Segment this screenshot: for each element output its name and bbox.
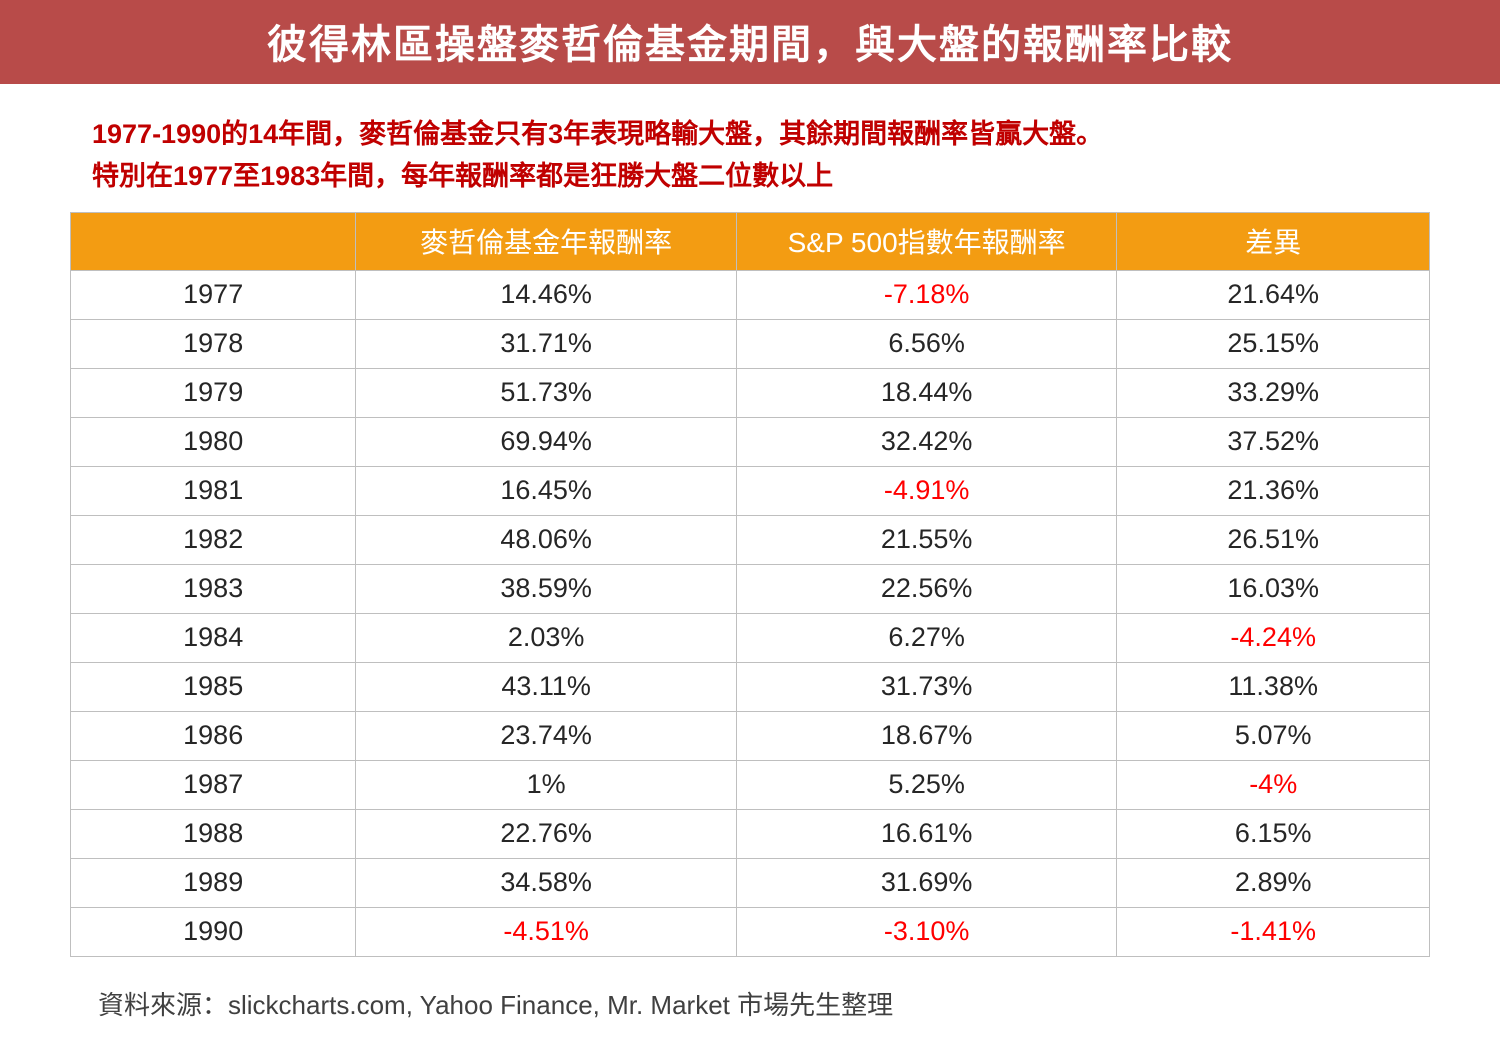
cell-fund: 23.74% xyxy=(356,711,737,760)
cell-year: 1983 xyxy=(71,564,356,613)
cell-sp: 5.25% xyxy=(736,760,1117,809)
cell-fund: 31.71% xyxy=(356,319,737,368)
cell-fund: 2.03% xyxy=(356,613,737,662)
subtitle-block: 1977-1990的14年間，麥哲倫基金只有3年表現略輸大盤，其餘期間報酬率皆贏… xyxy=(70,114,1430,212)
subtitle-line2: 特別在1977至1983年間，每年報酬率都是狂勝大盤二位數以上 xyxy=(92,161,833,191)
table-head: 麥哲倫基金年報酬率S&P 500指數年報酬率差異 xyxy=(71,212,1430,270)
cell-year: 1978 xyxy=(71,319,356,368)
cell-sp: 6.27% xyxy=(736,613,1117,662)
cell-fund: 22.76% xyxy=(356,809,737,858)
cell-fund: 16.45% xyxy=(356,466,737,515)
cell-sp: 32.42% xyxy=(736,417,1117,466)
table-body: 197714.46%-7.18%21.64%197831.71%6.56%25.… xyxy=(71,270,1430,956)
cell-year: 1980 xyxy=(71,417,356,466)
cell-diff: 2.89% xyxy=(1117,858,1430,907)
table-row: 1990-4.51%-3.10%-1.41% xyxy=(71,907,1430,956)
cell-diff: 11.38% xyxy=(1117,662,1430,711)
content-wrap: 1977-1990的14年間，麥哲倫基金只有3年表現略輸大盤，其餘期間報酬率皆贏… xyxy=(0,84,1500,1032)
returns-table: 麥哲倫基金年報酬率S&P 500指數年報酬率差異 197714.46%-7.18… xyxy=(70,212,1430,957)
col-header-0 xyxy=(71,212,356,270)
cell-year: 1984 xyxy=(71,613,356,662)
cell-diff: -4.24% xyxy=(1117,613,1430,662)
table-row: 198069.94%32.42%37.52% xyxy=(71,417,1430,466)
cell-fund: 51.73% xyxy=(356,368,737,417)
table-row: 19871%5.25%-4% xyxy=(71,760,1430,809)
cell-diff: -4% xyxy=(1117,760,1430,809)
title-text: 彼得林區操盤麥哲倫基金期間，與大盤的報酬率比較 xyxy=(267,23,1233,67)
cell-fund: 14.46% xyxy=(356,270,737,319)
table-row: 198934.58%31.69%2.89% xyxy=(71,858,1430,907)
cell-year: 1985 xyxy=(71,662,356,711)
cell-sp: -4.91% xyxy=(736,466,1117,515)
source-text: 資料來源：slickcharts.com, Yahoo Finance, Mr.… xyxy=(98,990,893,1020)
table-row: 197831.71%6.56%25.15% xyxy=(71,319,1430,368)
cell-sp: 31.73% xyxy=(736,662,1117,711)
header-row: 麥哲倫基金年報酬率S&P 500指數年報酬率差異 xyxy=(71,212,1430,270)
cell-sp: 6.56% xyxy=(736,319,1117,368)
cell-diff: 21.64% xyxy=(1117,270,1430,319)
cell-sp: 21.55% xyxy=(736,515,1117,564)
col-header-1: 麥哲倫基金年報酬率 xyxy=(356,212,737,270)
cell-sp: 18.67% xyxy=(736,711,1117,760)
cell-year: 1982 xyxy=(71,515,356,564)
table-row: 198338.59%22.56%16.03% xyxy=(71,564,1430,613)
cell-fund: 1% xyxy=(356,760,737,809)
cell-diff: 37.52% xyxy=(1117,417,1430,466)
table-row: 197714.46%-7.18%21.64% xyxy=(71,270,1430,319)
cell-diff: 16.03% xyxy=(1117,564,1430,613)
cell-sp: 22.56% xyxy=(736,564,1117,613)
col-header-3: 差異 xyxy=(1117,212,1430,270)
cell-year: 1988 xyxy=(71,809,356,858)
cell-sp: 18.44% xyxy=(736,368,1117,417)
cell-fund: 69.94% xyxy=(356,417,737,466)
cell-year: 1981 xyxy=(71,466,356,515)
cell-year: 1987 xyxy=(71,760,356,809)
table-row: 198623.74%18.67%5.07% xyxy=(71,711,1430,760)
source-line: 資料來源：slickcharts.com, Yahoo Finance, Mr.… xyxy=(70,957,1430,1022)
cell-diff: 21.36% xyxy=(1117,466,1430,515)
cell-fund: -4.51% xyxy=(356,907,737,956)
cell-diff: 26.51% xyxy=(1117,515,1430,564)
cell-diff: 6.15% xyxy=(1117,809,1430,858)
page-root: 彼得林區操盤麥哲倫基金期間，與大盤的報酬率比較 1977-1990的14年間，麥… xyxy=(0,0,1500,1032)
table-row: 19842.03%6.27%-4.24% xyxy=(71,613,1430,662)
cell-year: 1979 xyxy=(71,368,356,417)
cell-sp: -3.10% xyxy=(736,907,1117,956)
title-bar: 彼得林區操盤麥哲倫基金期間，與大盤的報酬率比較 xyxy=(0,0,1500,84)
table-row: 198543.11%31.73%11.38% xyxy=(71,662,1430,711)
table-row: 198248.06%21.55%26.51% xyxy=(71,515,1430,564)
subtitle-line1: 1977-1990的14年間，麥哲倫基金只有3年表現略輸大盤，其餘期間報酬率皆贏… xyxy=(92,119,1103,149)
cell-year: 1986 xyxy=(71,711,356,760)
cell-diff: 33.29% xyxy=(1117,368,1430,417)
cell-diff: 5.07% xyxy=(1117,711,1430,760)
cell-sp: -7.18% xyxy=(736,270,1117,319)
cell-year: 1977 xyxy=(71,270,356,319)
cell-diff: 25.15% xyxy=(1117,319,1430,368)
cell-sp: 31.69% xyxy=(736,858,1117,907)
cell-fund: 38.59% xyxy=(356,564,737,613)
cell-sp: 16.61% xyxy=(736,809,1117,858)
cell-fund: 34.58% xyxy=(356,858,737,907)
table-row: 197951.73%18.44%33.29% xyxy=(71,368,1430,417)
cell-year: 1989 xyxy=(71,858,356,907)
cell-fund: 43.11% xyxy=(356,662,737,711)
cell-year: 1990 xyxy=(71,907,356,956)
col-header-2: S&P 500指數年報酬率 xyxy=(736,212,1117,270)
cell-fund: 48.06% xyxy=(356,515,737,564)
table-row: 198822.76%16.61%6.15% xyxy=(71,809,1430,858)
cell-diff: -1.41% xyxy=(1117,907,1430,956)
table-row: 198116.45%-4.91%21.36% xyxy=(71,466,1430,515)
